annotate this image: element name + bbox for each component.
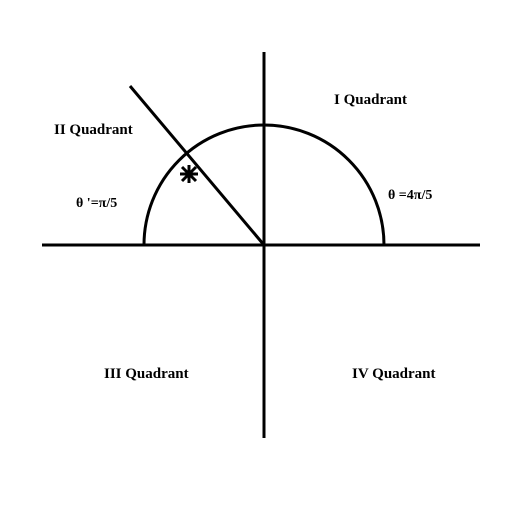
terminal-side-ray xyxy=(130,86,264,245)
intersection-marker-icon xyxy=(180,165,198,183)
quadrant-2-label: II Quadrant xyxy=(54,122,133,139)
quadrant-1-label: I Quadrant xyxy=(334,92,407,109)
quadrant-4-label: IV Quadrant xyxy=(352,366,436,383)
theta-label: θ =4π/5 xyxy=(388,188,432,204)
quadrant-3-label: III Quadrant xyxy=(104,366,189,383)
theta-prime-label: θ '=π/5 xyxy=(76,196,117,212)
reference-angle-diagram xyxy=(0,0,518,518)
